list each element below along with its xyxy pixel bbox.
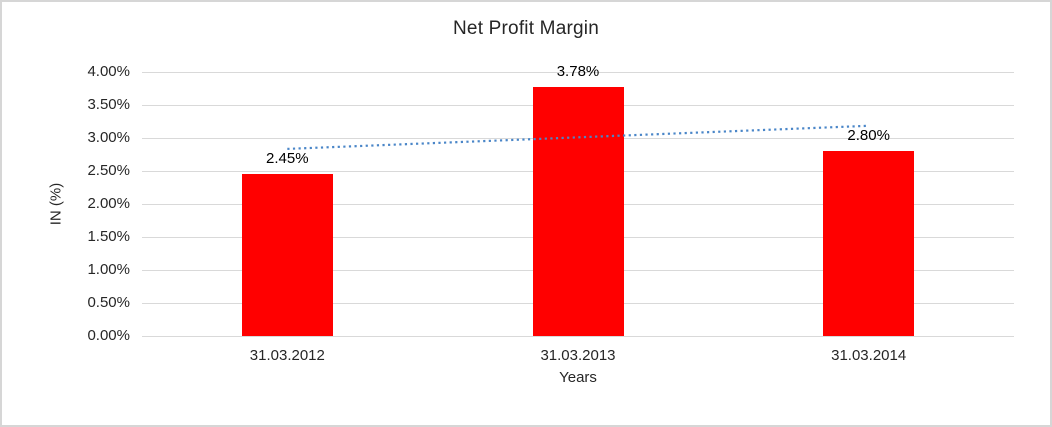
x-tick-label: 31.03.2014 bbox=[831, 347, 907, 364]
bar-data-label: 2.80% bbox=[847, 127, 890, 145]
y-tick-label: 3.00% bbox=[87, 129, 130, 146]
y-tick-label: 1.50% bbox=[87, 228, 130, 245]
bar-data-label: 3.78% bbox=[556, 62, 600, 80]
x-axis-title: Years bbox=[559, 369, 597, 386]
y-tick-label: 3.50% bbox=[87, 96, 130, 113]
y-tick-label: 0.50% bbox=[87, 294, 130, 311]
y-tick-label: 4.00% bbox=[87, 63, 130, 80]
y-tick-label: 2.50% bbox=[87, 162, 130, 179]
chart-title: Net Profit Margin bbox=[453, 18, 599, 39]
x-tick-label: 31.03.2013 bbox=[540, 347, 616, 364]
y-tick-label: 1.00% bbox=[87, 261, 130, 278]
bar bbox=[532, 86, 624, 336]
y-tick-label: 0.00% bbox=[87, 327, 130, 344]
bar-data-label: 2.45% bbox=[266, 150, 309, 168]
bar bbox=[823, 151, 915, 336]
y-tick-label: 2.00% bbox=[87, 195, 130, 212]
gridline bbox=[142, 71, 1014, 73]
bar bbox=[241, 174, 333, 336]
gridline bbox=[142, 335, 1014, 337]
x-tick-label: 31.03.2012 bbox=[249, 347, 325, 364]
